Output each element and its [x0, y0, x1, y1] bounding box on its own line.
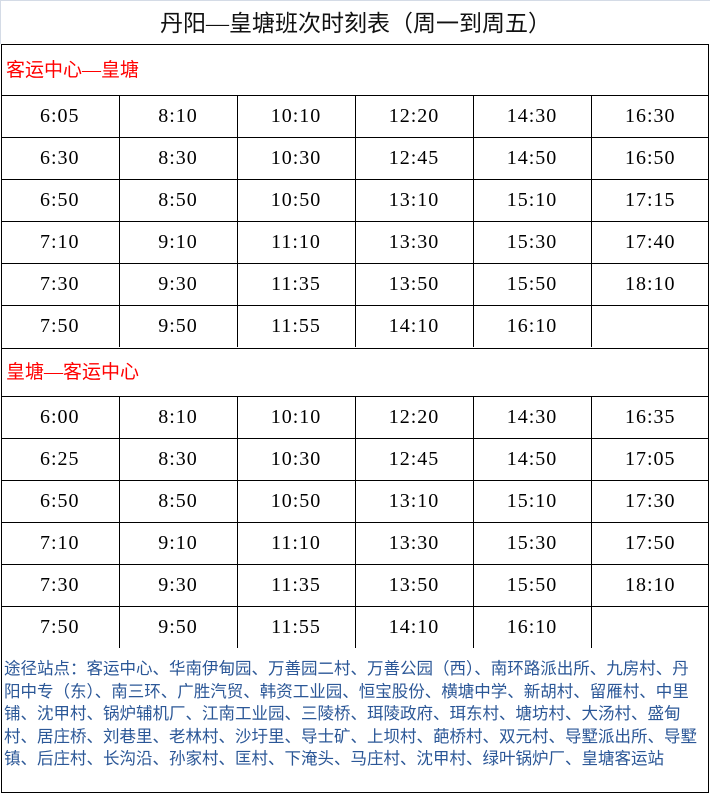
- route-stops: 途径站点：客运中心、华南伊甸园、万善园二村、万善公园（西）、南环路派出所、九房村…: [4, 659, 697, 769]
- departure-time: 9:30: [118, 263, 238, 306]
- section-heading-return: 皇塘—客运中心: [1, 348, 709, 397]
- departure-time: 11:35: [236, 263, 356, 306]
- table-row: 6:00 8:10 10:10 12:20 14:30 16:35: [1, 397, 709, 439]
- section-heading-outbound: 客运中心—皇塘: [1, 45, 709, 96]
- departure-time: 16:35: [590, 397, 709, 439]
- departure-time: 14:30: [472, 397, 592, 439]
- departure-time: 14:10: [354, 305, 474, 347]
- departure-time: 7:30: [1, 564, 120, 607]
- departure-time: 12:20: [354, 96, 474, 138]
- departure-time: 10:30: [236, 438, 356, 481]
- departure-time: 8:10: [118, 397, 238, 439]
- departure-time: 11:10: [236, 522, 356, 565]
- table-row: 7:50 9:50 11:55 14:10 16:10: [1, 606, 709, 648]
- table-row: 7:30 9:30 11:35 13:50 15:50 18:10: [1, 263, 709, 306]
- departure-time: 9:50: [118, 305, 238, 347]
- table-row: 6:25 8:30 10:30 12:45 14:50 17:05: [1, 438, 709, 481]
- departure-time: 15:30: [472, 221, 592, 264]
- departure-time: 9:30: [118, 564, 238, 607]
- departure-time: 11:55: [236, 305, 356, 347]
- departure-time: 15:50: [472, 263, 592, 306]
- departure-time: 10:10: [236, 96, 356, 138]
- table-row: 7:10 9:10 11:10 13:30 15:30 17:50: [1, 522, 709, 565]
- departure-time: 17:30: [590, 480, 709, 523]
- table-row: 6:30 8:30 10:30 12:45 14:50 16:50: [1, 137, 709, 180]
- departure-time: 10:50: [236, 480, 356, 523]
- departure-time: 17:50: [590, 522, 709, 565]
- departure-time: 9:50: [118, 606, 238, 648]
- departure-time: 9:10: [118, 522, 238, 565]
- departure-time: 8:30: [118, 137, 238, 180]
- departure-time: 9:10: [118, 221, 238, 264]
- departure-time: 16:30: [590, 96, 709, 138]
- departure-time: 16:10: [472, 606, 592, 648]
- departure-time: 15:10: [472, 179, 592, 222]
- departure-time: 17:15: [590, 179, 709, 222]
- departure-time: 8:50: [118, 179, 238, 222]
- departure-time: [590, 606, 709, 648]
- departure-time: 13:50: [354, 564, 474, 607]
- departure-time: 13:10: [354, 179, 474, 222]
- departure-time: 14:10: [354, 606, 474, 648]
- departure-time: 18:10: [590, 564, 709, 607]
- departure-time: 14:30: [472, 96, 592, 138]
- departure-time: [590, 305, 709, 347]
- departure-time: 12:20: [354, 397, 474, 439]
- departure-time: 15:10: [472, 480, 592, 523]
- table-row: 6:50 8:50 10:50 13:10 15:10 17:30: [1, 480, 709, 523]
- departure-time: 14:50: [472, 137, 592, 180]
- departure-time: 6:00: [1, 397, 120, 439]
- departure-time: 6:50: [1, 179, 120, 222]
- departure-time: 6:05: [1, 96, 120, 138]
- departure-time: 7:50: [1, 606, 120, 648]
- departure-time: 7:10: [1, 221, 120, 264]
- departure-time: 7:30: [1, 263, 120, 306]
- departure-time: 10:30: [236, 137, 356, 180]
- departure-time: 13:10: [354, 480, 474, 523]
- departure-time: 14:50: [472, 438, 592, 481]
- departure-time: 15:50: [472, 564, 592, 607]
- table-row: 7:30 9:30 11:35 13:50 15:50 18:10: [1, 564, 709, 607]
- departure-time: 8:50: [118, 480, 238, 523]
- departure-time: 12:45: [354, 438, 474, 481]
- page-title: 丹阳—皇塘班次时刻表（周一到周五）: [0, 0, 710, 44]
- departure-time: 17:40: [590, 221, 709, 264]
- table-row: 6:50 8:50 10:50 13:10 15:10 17:15: [1, 179, 709, 222]
- departure-time: 6:50: [1, 480, 120, 523]
- timetable-return: 6:00 8:10 10:10 12:20 14:30 16:35 6:25 8:30 10:3…: [1, 397, 709, 648]
- departure-time: 8:30: [118, 438, 238, 481]
- departure-time: 11:10: [236, 221, 356, 264]
- departure-time: 12:45: [354, 137, 474, 180]
- departure-time: 16:50: [590, 137, 709, 180]
- table-row: 6:05 8:10 10:10 12:20 14:30 16:30: [1, 96, 709, 138]
- departure-time: 6:30: [1, 137, 120, 180]
- departure-time: 7:10: [1, 522, 120, 565]
- table-row: 7:10 9:10 11:10 13:30 15:30 17:40: [1, 221, 709, 264]
- departure-time: 13:30: [354, 221, 474, 264]
- departure-time: 16:10: [472, 305, 592, 347]
- departure-time: 15:30: [472, 522, 592, 565]
- departure-time: 10:50: [236, 179, 356, 222]
- departure-time: 7:50: [1, 305, 120, 347]
- departure-time: 11:55: [236, 606, 356, 648]
- departure-time: 17:05: [590, 438, 709, 481]
- departure-time: 13:30: [354, 522, 474, 565]
- departure-time: 8:10: [118, 96, 238, 138]
- departure-time: 6:25: [1, 438, 120, 481]
- timetable-outbound: 6:05 8:10 10:10 12:20 14:30 16:30 6:30 8:30 10:3…: [1, 96, 709, 347]
- departure-time: 13:50: [354, 263, 474, 306]
- departure-time: 10:10: [236, 397, 356, 439]
- departure-time: 11:35: [236, 564, 356, 607]
- table-row: 7:50 9:50 11:55 14:10 16:10: [1, 305, 709, 347]
- departure-time: 18:10: [590, 263, 709, 306]
